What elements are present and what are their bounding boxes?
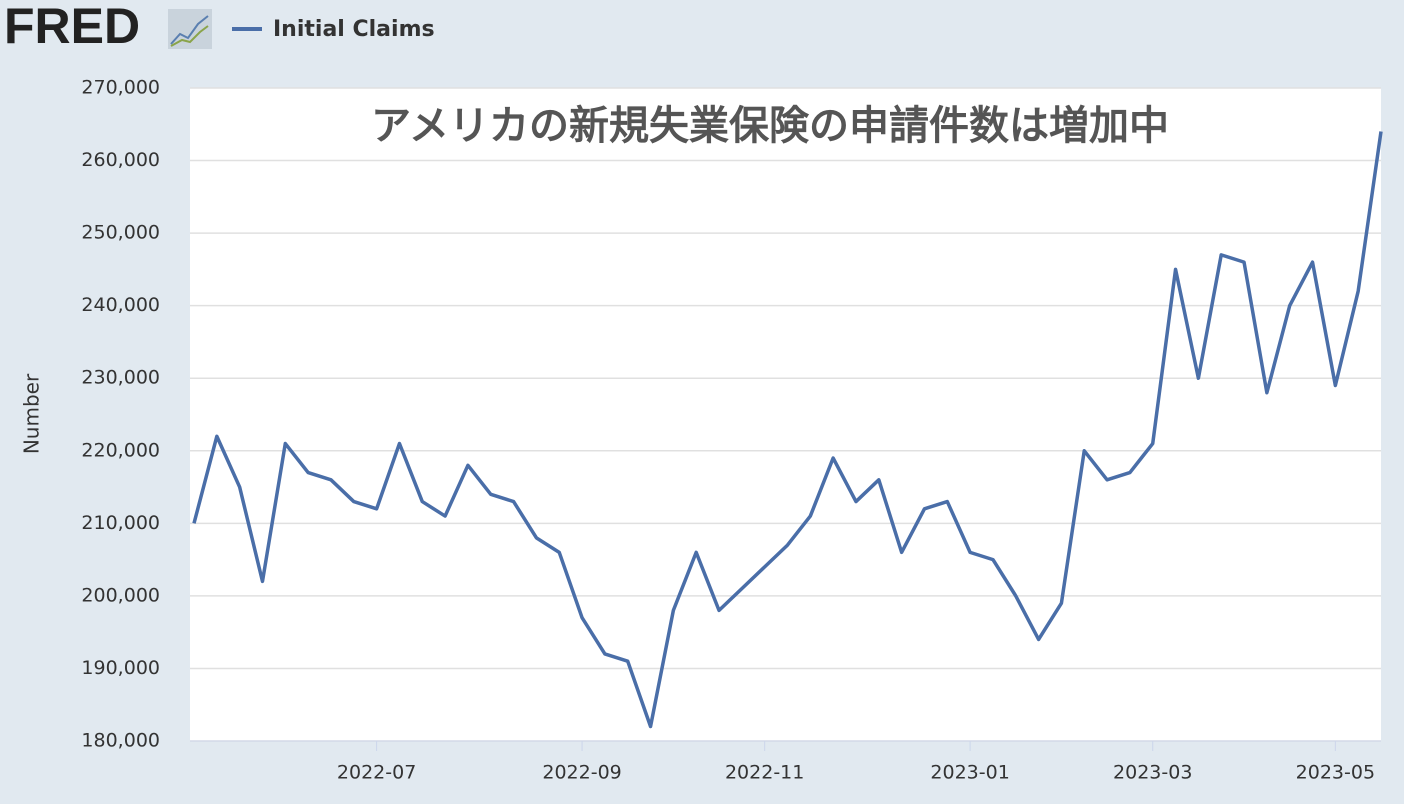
x-tick-label: 2022-07 bbox=[337, 762, 416, 784]
logo-icon bbox=[168, 9, 212, 49]
x-tick-label: 2023-01 bbox=[930, 762, 1009, 784]
legend-label: Initial Claims bbox=[273, 17, 435, 42]
y-tick-label: 260,000 bbox=[81, 149, 160, 171]
y-tick-label: 210,000 bbox=[81, 512, 160, 534]
y-tick-label: 190,000 bbox=[81, 657, 160, 679]
y-tick-label: 240,000 bbox=[81, 294, 160, 316]
logo: FRED bbox=[4, 0, 140, 54]
plot-area bbox=[190, 88, 1381, 741]
y-tick-label: 200,000 bbox=[81, 584, 160, 606]
y-tick-label: 250,000 bbox=[81, 222, 160, 244]
x-tick-label: 2022-09 bbox=[542, 762, 621, 784]
y-tick-label: 230,000 bbox=[81, 367, 160, 389]
y-tick-label: 220,000 bbox=[81, 439, 160, 461]
x-tick-label: 2023-05 bbox=[1296, 762, 1375, 784]
chart-title: アメリカの新規失業保険の申請件数は増加中 bbox=[371, 103, 1169, 149]
y-axis-label: Number bbox=[20, 373, 44, 454]
x-tick-label: 2023-03 bbox=[1113, 762, 1192, 784]
data-line bbox=[192, 131, 1383, 729]
x-tick-label: 2022-11 bbox=[725, 762, 804, 784]
y-tick-label: 180,000 bbox=[81, 730, 160, 752]
y-tick-label: 270,000 bbox=[81, 77, 160, 99]
